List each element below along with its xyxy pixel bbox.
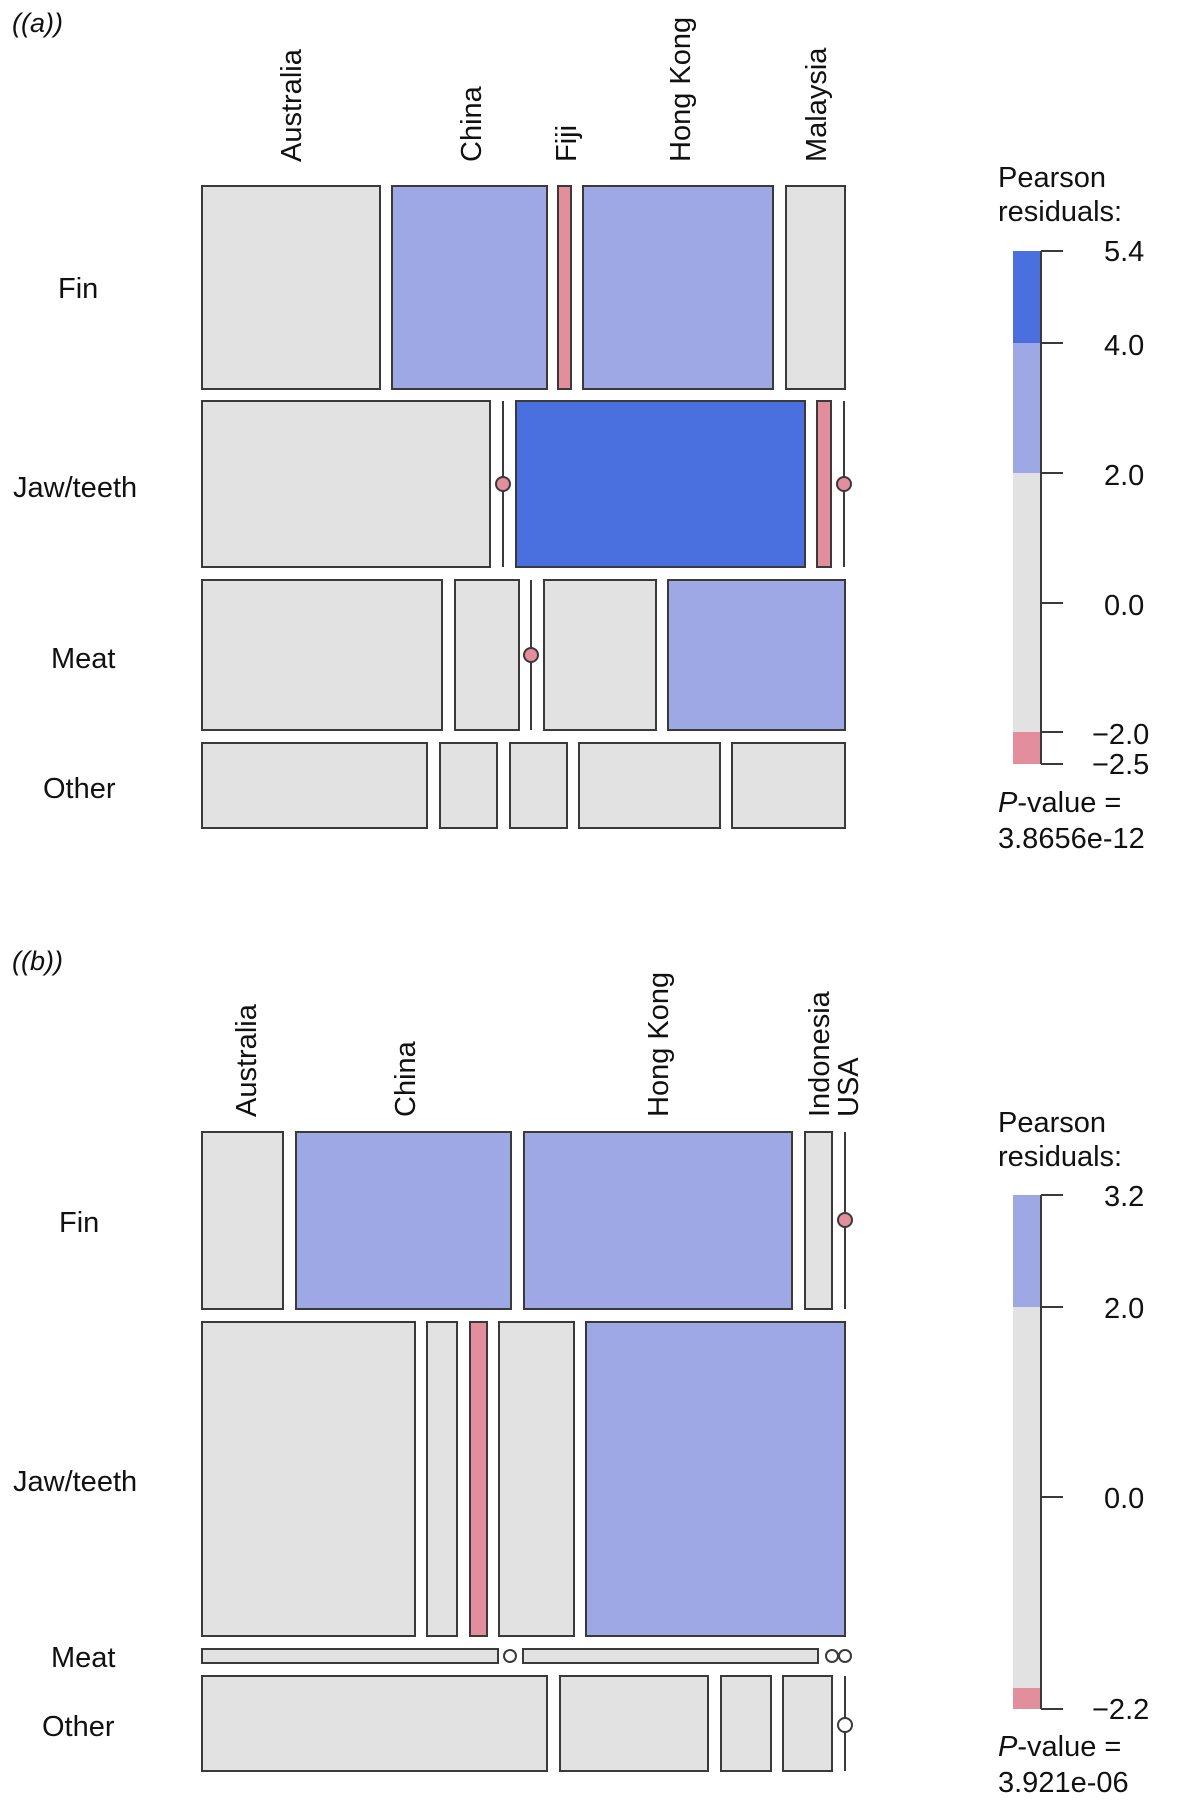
row-label-jaw-teeth: Jaw/teeth — [13, 472, 137, 504]
cell-jaw-china — [426, 1321, 458, 1637]
cell-fin-hong-kong — [523, 1131, 793, 1310]
cell-other-indonesia — [782, 1675, 833, 1772]
legend-bin-neutral — [1013, 1307, 1041, 1688]
cell-other-china — [439, 742, 498, 829]
cell-meat-hong-kong — [522, 1648, 819, 1664]
legend-title-line2: residuals: — [998, 196, 1122, 228]
cell-fin-fiji — [557, 185, 572, 390]
row-label-meat: Meat — [51, 1642, 115, 1674]
cell-fin-malaysia — [785, 185, 846, 390]
cell-other-australia — [201, 742, 428, 829]
cell-fin-china — [391, 185, 548, 390]
row-label-fin: Fin — [58, 273, 98, 305]
legend-title: Pearson residuals: — [998, 162, 1122, 228]
row-label-meat: Meat — [51, 643, 115, 675]
column-label-usa: USA — [833, 1057, 865, 1117]
cell-fin-australia — [201, 185, 381, 390]
cell-fin-china — [295, 1131, 512, 1310]
legend-tick-label: 0.0 — [1104, 590, 1144, 622]
cell-other-china — [559, 1675, 709, 1772]
legend-bin-negative — [1013, 1688, 1041, 1709]
panel-a-label: ((a)) — [12, 8, 63, 38]
column-label-china: China — [390, 1040, 422, 1117]
legend-tick-label: 0.0 — [1104, 1483, 1144, 1515]
cell-other-hong-kong — [578, 742, 721, 829]
cell-fin-indonesia — [804, 1131, 833, 1310]
cell-meat-australia — [201, 579, 443, 731]
column-label-australia: Australia — [276, 48, 308, 162]
legend-title-line2: residuals: — [998, 1141, 1122, 1173]
cell-meat-hong-kong — [543, 579, 657, 731]
column-label-hong-kong: Hong Kong — [665, 17, 697, 162]
cell-jaw-fiji — [816, 400, 832, 568]
cell-meat-china — [454, 579, 520, 731]
legend-b: Pearson residuals: 3.2 2.0 0.0 −2.2 P-va… — [998, 1107, 1149, 1799]
legend-tick-label: 5.4 — [1104, 236, 1144, 268]
row-label-fin: Fin — [59, 1207, 99, 1239]
column-label-indonesia: Indonesia — [804, 990, 836, 1117]
column-label-fiji: Fiji — [551, 125, 583, 162]
cell-fin-hong-kong — [582, 185, 774, 390]
cell-jaw-australia — [201, 400, 491, 568]
column-label-hong-kong: Hong Kong — [643, 972, 675, 1117]
cell-meat-malaysia — [667, 579, 846, 731]
panel-b: ((b)) Australia China Hong Kong Indonesi… — [12, 946, 1149, 1799]
cell-other-malaysia — [731, 742, 846, 829]
cell-meat-australia — [201, 1648, 499, 1664]
empty-cell-marker — [837, 1212, 853, 1228]
legend-bin-strong-positive — [1013, 251, 1041, 343]
legend-bin-neutral — [1013, 473, 1041, 732]
legend-tick-label: −2.0 — [1092, 719, 1149, 751]
legend-tick-label: −2.2 — [1092, 1694, 1149, 1726]
cell-other-fiji — [509, 742, 568, 829]
legend-tick-label: 4.0 — [1104, 330, 1144, 362]
empty-cell-marker — [836, 476, 852, 492]
p-value-label: P-value = — [998, 1731, 1121, 1763]
p-value-label: P-value = — [998, 787, 1121, 819]
empty-cell-marker — [523, 647, 539, 663]
column-label-australia: Australia — [231, 1003, 263, 1117]
legend-title-line1: Pearson — [998, 162, 1106, 194]
legend-tick-label: 3.2 — [1104, 1181, 1144, 1213]
column-label-china: China — [456, 85, 488, 162]
p-value: 3.8656e-12 — [998, 823, 1145, 855]
empty-cell-marker — [837, 1717, 853, 1733]
row-label-other: Other — [43, 773, 116, 805]
cell-fin-australia — [201, 1131, 284, 1310]
column-label-malaysia: Malaysia — [801, 47, 833, 162]
p-value: 3.921e-06 — [998, 1767, 1129, 1799]
row-label-other: Other — [42, 1711, 115, 1743]
empty-cell-marker — [503, 1649, 517, 1663]
cell-other-hong-kong — [720, 1675, 772, 1772]
empty-cell-marker — [825, 1649, 839, 1663]
legend-tick-label: 2.0 — [1104, 1293, 1144, 1325]
legend-tick-label: −2.5 — [1092, 749, 1149, 781]
cell-jaw-hong-kong — [515, 400, 806, 568]
cell-jaw-australia — [201, 1321, 416, 1637]
legend-bin-positive — [1013, 1195, 1041, 1307]
legend-a: Pearson residuals: 5.4 4.0 2.0 0.0 −2.0 … — [998, 162, 1149, 855]
legend-bin-positive — [1013, 343, 1041, 473]
empty-cell-marker — [495, 476, 511, 492]
row-label-jaw-teeth: Jaw/teeth — [13, 1466, 137, 1498]
cell-jaw-indonesia — [498, 1321, 575, 1637]
cell-jaw-hong-kong — [469, 1321, 488, 1637]
cell-jaw-usa — [585, 1321, 846, 1637]
cell-other-australia — [201, 1675, 548, 1772]
legend-title: Pearson residuals: — [998, 1107, 1122, 1173]
panel-b-label: ((b)) — [12, 946, 63, 976]
panel-a: ((a)) Australia China Fiji Hong Kong Mal… — [12, 8, 1149, 855]
legend-tick-label: 2.0 — [1104, 460, 1144, 492]
legend-title-line1: Pearson — [998, 1107, 1106, 1139]
legend-bin-negative — [1013, 732, 1041, 764]
empty-cell-marker — [838, 1649, 852, 1663]
